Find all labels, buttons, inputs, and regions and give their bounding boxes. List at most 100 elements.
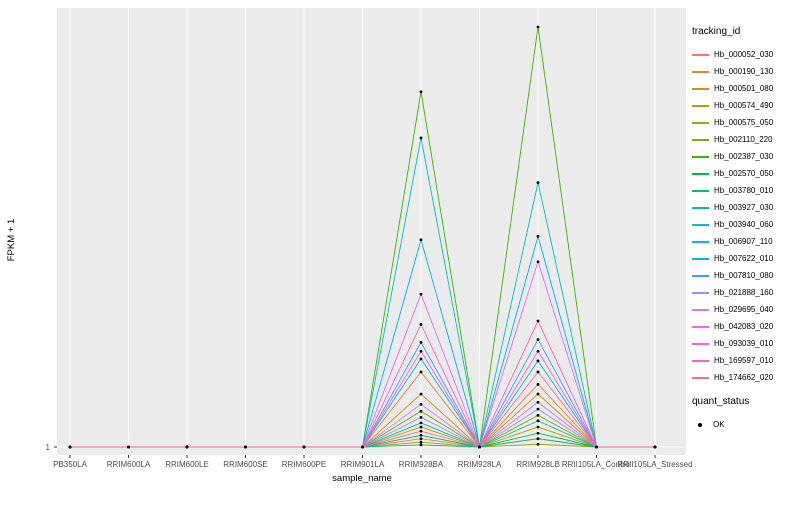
line-key-icon	[692, 342, 709, 345]
data-point	[419, 349, 423, 353]
line-key-icon	[692, 121, 709, 124]
legend-item: Hb_174662_020	[692, 369, 798, 386]
legend-item: Hb_169597_010	[692, 352, 798, 369]
legend-title-tracking-id: tracking_id	[692, 26, 741, 37]
data-point	[419, 292, 423, 296]
legend-item: Hb_003780_010	[692, 182, 798, 199]
data-point	[419, 415, 423, 419]
x-tick-label: RRIM600PE	[282, 460, 326, 469]
legend-item: Hb_000190_130	[692, 63, 798, 80]
data-point	[536, 319, 540, 323]
data-point	[419, 136, 423, 140]
line-key-icon	[692, 70, 709, 73]
x-tick-label: RRIM928BA	[399, 460, 444, 469]
legend-item: Hb_002110_220	[692, 131, 798, 148]
legend-label: Hb_006907_110	[714, 237, 773, 246]
x-tick-label: RRIM600SE	[223, 460, 267, 469]
legend-label: Hb_029695_040	[714, 305, 774, 314]
legend-item: Hb_002387_030	[692, 148, 798, 165]
line-key-icon	[692, 138, 709, 141]
data-point	[185, 445, 189, 449]
legend-label: Hb_000190_130	[714, 67, 774, 76]
x-tick-label: RRII105LA_Control	[562, 460, 632, 469]
data-point	[536, 431, 540, 435]
legend-label: Hb_000574_490	[714, 101, 774, 110]
line-key-icon	[692, 274, 709, 277]
legend-item: Hb_003927_030	[692, 199, 798, 216]
x-tick-label: RRIM600LA	[107, 460, 151, 469]
plot-svg: PB350LA RRIM600LA RRIM600LE RRIM600SE RRIM60…	[6, 8, 693, 484]
data-point	[536, 437, 540, 441]
legend-label: Hb_169597_010	[714, 356, 774, 365]
data-point	[419, 437, 423, 441]
legend-label: Hb_174662_020	[714, 373, 774, 382]
legend-item: Hb_042083_020	[692, 318, 798, 335]
data-point	[595, 445, 598, 449]
legend-label: Hb_003927_030	[714, 203, 774, 212]
legend-label: Hb_093039_010	[714, 339, 774, 348]
data-point	[419, 402, 423, 406]
data-point	[419, 392, 423, 396]
legend-panel: tracking_id Hb_000052_030 Hb_000190_130 Hb…	[692, 26, 798, 433]
data-point	[536, 442, 540, 446]
data-point	[536, 25, 540, 29]
data-point	[419, 323, 423, 326]
legend-title-quant-status: quant_status	[692, 396, 750, 407]
data-point	[419, 357, 423, 361]
legend-item: Hb_000574_490	[692, 97, 798, 114]
line-key-icon	[692, 223, 709, 226]
data-point	[419, 90, 423, 94]
legend-label: Hb_000052_030	[714, 50, 774, 59]
legend-label: Hb_000501_080	[714, 84, 774, 93]
line-key-icon	[692, 325, 709, 328]
x-axis-title: sample_name	[332, 473, 392, 484]
y-axis-title: FPKM + 1	[6, 219, 17, 262]
legend-item: Hb_007622_010	[692, 250, 798, 267]
legend-label: Hb_000575_050	[714, 118, 774, 127]
data-point	[68, 445, 72, 449]
data-point	[536, 349, 540, 353]
data-point	[244, 445, 247, 449]
data-point	[536, 338, 540, 341]
data-point	[536, 407, 540, 411]
line-key-icon	[692, 172, 709, 175]
legend-label: OK	[713, 420, 725, 429]
line-key-icon	[692, 104, 709, 107]
legend-item: Hb_002570_050	[692, 165, 798, 182]
legend-item: Hb_021888_160	[692, 284, 798, 301]
data-point	[536, 260, 540, 264]
data-point	[536, 382, 540, 386]
data-point	[361, 445, 364, 449]
x-tick-label: RRIM928LA	[458, 460, 502, 469]
line-key-icon	[692, 155, 709, 158]
data-point	[536, 234, 540, 238]
legend-label: Hb_003940_060	[714, 220, 774, 229]
data-point	[419, 409, 423, 413]
legend-item: Hb_003940_060	[692, 216, 798, 233]
x-tick-label: RRIM600LE	[165, 460, 209, 469]
legend-item: Hb_000575_050	[692, 114, 798, 131]
data-point	[536, 359, 540, 363]
data-point	[536, 392, 540, 396]
legend-item: Hb_007810_080	[692, 267, 798, 284]
data-point	[536, 370, 540, 374]
legend-label: Hb_042083_020	[714, 322, 774, 331]
legend-item: Hb_000052_030	[692, 46, 798, 63]
panel-bg	[57, 8, 686, 455]
legend-label: Hb_021888_160	[714, 288, 774, 297]
line-key-icon	[692, 376, 709, 379]
line-key-icon	[692, 87, 709, 90]
line-key-icon	[692, 189, 709, 192]
line-key-icon	[692, 359, 709, 362]
data-point	[419, 238, 423, 242]
data-point	[419, 429, 423, 433]
legend-label: Hb_002110_220	[714, 135, 773, 144]
data-point	[536, 419, 540, 423]
data-point	[478, 445, 481, 449]
line-key-icon	[692, 257, 709, 260]
legend-item-ok: OK	[692, 416, 798, 433]
data-point	[536, 413, 540, 417]
line-key-icon	[692, 206, 709, 209]
x-tick-label: RRII105LA_Stressed	[617, 460, 692, 469]
